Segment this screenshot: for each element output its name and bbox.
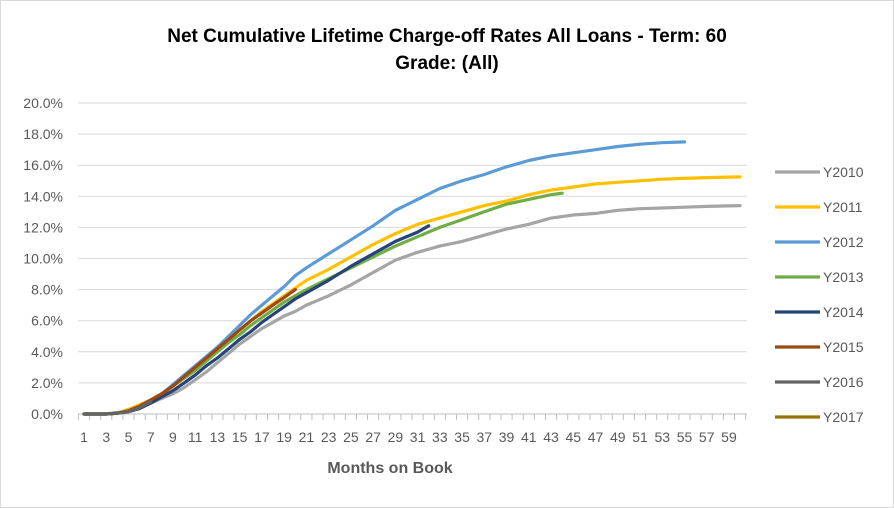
- chart-title-line: Grade: (All): [395, 53, 498, 74]
- series-line-y2016: [82, 400, 153, 416]
- x-tick-label: 37: [477, 429, 493, 445]
- series-line-y2013: [82, 191, 564, 416]
- x-tick-label: 31: [410, 429, 426, 445]
- x-axis-label: Months on Book: [327, 460, 452, 477]
- x-tick-label: 27: [365, 429, 381, 445]
- x-tick-label: 43: [543, 429, 559, 445]
- y-tick-label: 16.0%: [23, 157, 63, 173]
- chart-title-line: Net Cumulative Lifetime Charge-off Rates…: [167, 26, 727, 47]
- legend-label: Y2010: [823, 164, 864, 180]
- legend-label: Y2017: [823, 409, 864, 425]
- legend-label: Y2014: [823, 304, 864, 320]
- x-tick-label: 59: [721, 429, 737, 445]
- y-axis-tick-labels: 0.0% 2.0% 4.0% 6.0% 8.0% 10.0% 12.0% 14.0% 16.0%…: [23, 95, 63, 422]
- legend-label: Y2012: [823, 234, 864, 250]
- x-tick-label: 33: [432, 429, 448, 445]
- x-tick-label: 53: [654, 429, 670, 445]
- y-tick-label: 10.0%: [23, 251, 63, 267]
- x-tick-label: 45: [565, 429, 581, 445]
- y-tick-label: 18.0%: [23, 126, 63, 142]
- series-line-y2010: [82, 204, 742, 416]
- x-tick-label: 7: [147, 429, 155, 445]
- legend-label: Y2011: [823, 199, 863, 215]
- x-tick-label: 49: [610, 429, 626, 445]
- x-tick-label: 39: [499, 429, 515, 445]
- x-tick-label: 25: [343, 429, 359, 445]
- x-tick-label: 51: [632, 429, 648, 445]
- x-tick-label: 5: [125, 429, 133, 445]
- x-tick-label: 1: [80, 429, 88, 445]
- x-tick-label: 47: [588, 429, 604, 445]
- y-tick-label: 6.0%: [31, 313, 63, 329]
- x-tick-label: 21: [299, 429, 315, 445]
- y-tick-label: 4.0%: [31, 344, 63, 360]
- y-tick-label: 20.0%: [23, 95, 63, 111]
- chart-title: Net Cumulative Lifetime Charge-off Rates…: [167, 26, 727, 74]
- x-tick-label: 17: [254, 429, 270, 445]
- legend-label: Y2015: [823, 339, 864, 355]
- y-tick-label: 8.0%: [31, 282, 63, 298]
- y-tick-label: 2.0%: [31, 375, 63, 391]
- x-tick-label: 3: [102, 429, 110, 445]
- x-tick-label: 19: [276, 429, 292, 445]
- x-tick-label: 35: [454, 429, 470, 445]
- x-tick-label: 57: [699, 429, 715, 445]
- x-tick-label: 13: [210, 429, 226, 445]
- x-tick-label: 29: [388, 429, 404, 445]
- x-tick-label: 23: [321, 429, 337, 445]
- series-lines: [82, 140, 742, 416]
- x-axis: [77, 413, 747, 420]
- x-tick-label: 9: [169, 429, 177, 445]
- y-tick-label: 14.0%: [23, 188, 63, 204]
- legend-label: Y2016: [823, 374, 864, 390]
- legend: Y2010 Y2011 Y2012 Y2013 Y2014 Y2015 Y2016 Y2017: [775, 164, 864, 425]
- x-tick-label: 55: [677, 429, 693, 445]
- y-tick-label: 12.0%: [23, 219, 63, 235]
- y-tick-label: 0.0%: [31, 406, 63, 422]
- legend-label: Y2013: [823, 269, 864, 285]
- x-axis-tick-labels: 1 3 5 7 9 11 13 15 17 19 21 23 25 27 29 31 33 35 37 39 41 43 4…: [80, 429, 737, 445]
- x-tick-label: 41: [521, 429, 537, 445]
- x-tick-label: 11: [188, 429, 203, 445]
- x-tick-label: 15: [232, 429, 248, 445]
